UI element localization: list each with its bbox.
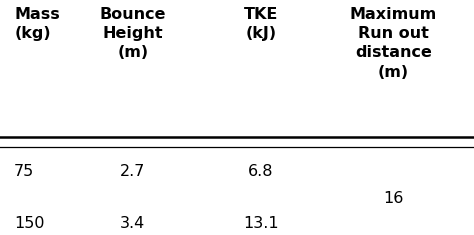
Text: TKE
(kJ): TKE (kJ) bbox=[244, 7, 278, 41]
Text: 150: 150 bbox=[14, 216, 45, 231]
Text: Mass
(kg): Mass (kg) bbox=[14, 7, 60, 41]
Text: 13.1: 13.1 bbox=[243, 216, 279, 231]
Text: Bounce
Height
(m): Bounce Height (m) bbox=[100, 7, 166, 60]
Text: Maximum
Run out
distance
(m): Maximum Run out distance (m) bbox=[350, 7, 437, 80]
Text: 2.7: 2.7 bbox=[120, 164, 146, 179]
Text: 3.4: 3.4 bbox=[120, 216, 146, 231]
Text: 16: 16 bbox=[383, 191, 403, 206]
Text: 6.8: 6.8 bbox=[248, 164, 273, 179]
Text: 75: 75 bbox=[14, 164, 35, 179]
